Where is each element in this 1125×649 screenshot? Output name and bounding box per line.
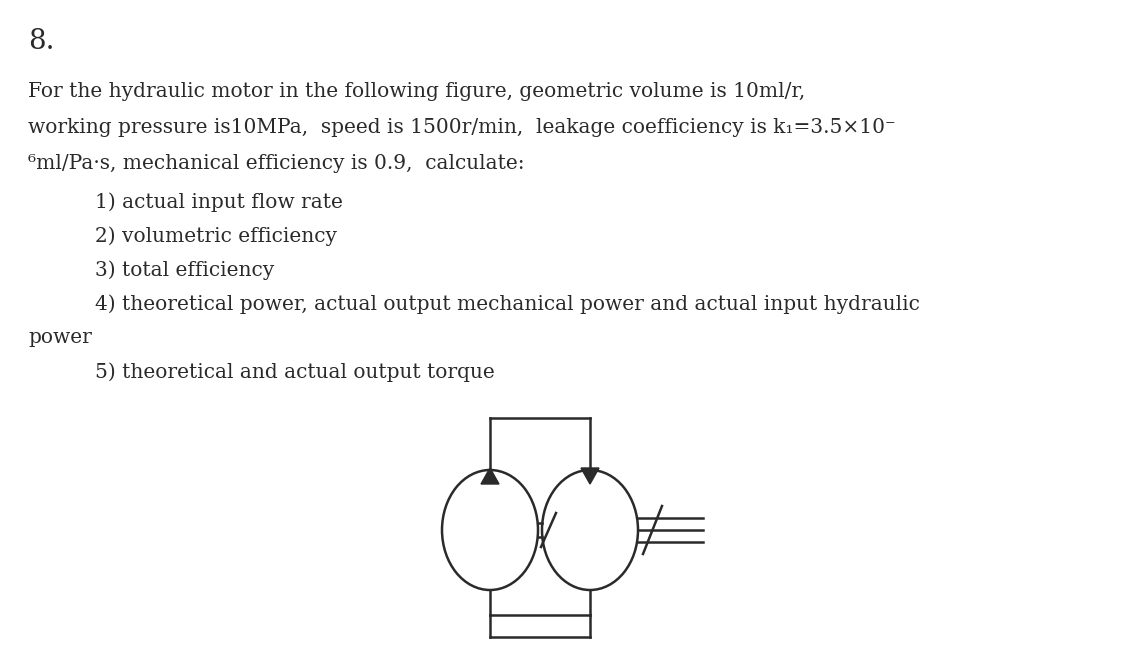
Text: 2) volumetric efficiency: 2) volumetric efficiency: [94, 226, 338, 246]
Text: For the hydraulic motor in the following figure, geometric volume is 10ml/r,: For the hydraulic motor in the following…: [28, 82, 805, 101]
Text: ⁶ml/Pa·s, mechanical efficiency is 0.9,  calculate:: ⁶ml/Pa·s, mechanical efficiency is 0.9, …: [28, 154, 524, 173]
Text: 5) theoretical and actual output torque: 5) theoretical and actual output torque: [94, 362, 495, 382]
Text: 4) theoretical power, actual output mechanical power and actual input hydraulic: 4) theoretical power, actual output mech…: [94, 294, 920, 313]
Text: working pressure is10MPa,  speed is 1500r/min,  leakage coefficiency is k₁=3.5×1: working pressure is10MPa, speed is 1500r…: [28, 118, 896, 137]
Text: 3) total efficiency: 3) total efficiency: [94, 260, 274, 280]
Text: 1) actual input flow rate: 1) actual input flow rate: [94, 192, 343, 212]
Polygon shape: [580, 468, 598, 484]
Polygon shape: [482, 468, 500, 484]
Text: power: power: [28, 328, 92, 347]
Text: 8.: 8.: [28, 28, 54, 55]
